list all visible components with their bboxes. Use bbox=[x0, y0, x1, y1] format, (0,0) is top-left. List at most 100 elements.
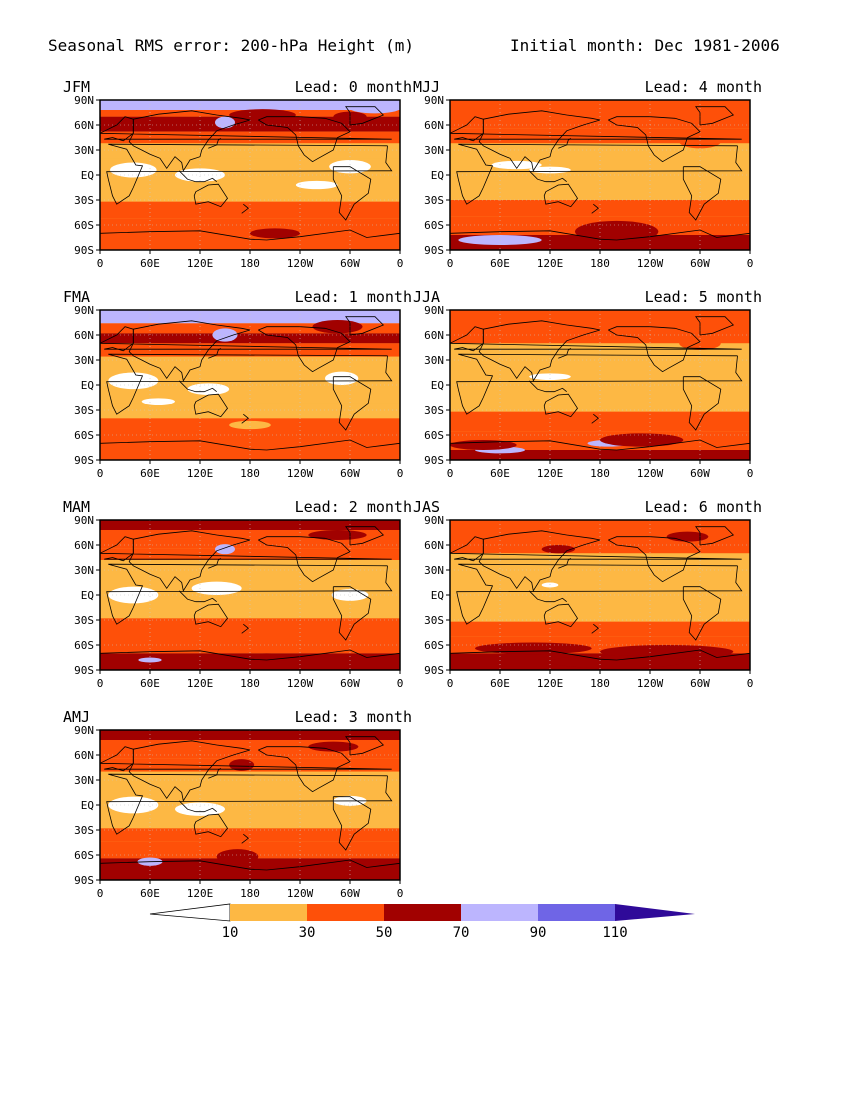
coastline bbox=[591, 623, 599, 634]
y-tick-label: EQ bbox=[81, 169, 94, 182]
coastline bbox=[478, 530, 601, 592]
coastline bbox=[128, 530, 251, 592]
coastline bbox=[528, 170, 567, 183]
y-tick-label: EQ bbox=[431, 589, 444, 602]
coastline bbox=[193, 603, 228, 628]
x-tick-label: 120E bbox=[537, 257, 564, 270]
coastline bbox=[241, 413, 249, 424]
coastline bbox=[682, 166, 722, 221]
x-tick-label: 60W bbox=[690, 467, 710, 480]
coastline bbox=[528, 590, 567, 603]
coastline bbox=[591, 203, 599, 214]
y-tick-label: 60S bbox=[74, 219, 94, 232]
rms-contour-region bbox=[108, 586, 159, 604]
y-tick-label: 90N bbox=[74, 724, 94, 737]
coastline bbox=[695, 316, 735, 336]
rms-band bbox=[450, 621, 750, 637]
colorbar-tick-label: 70 bbox=[453, 925, 470, 941]
rms-contour-region bbox=[108, 372, 159, 390]
y-tick-label: 60N bbox=[74, 329, 94, 342]
rms-contour-region bbox=[215, 116, 235, 129]
rms-band bbox=[100, 201, 400, 219]
coastline bbox=[682, 586, 722, 641]
colorbar-segment bbox=[307, 904, 384, 921]
y-tick-label: 60N bbox=[424, 119, 444, 132]
y-tick-label: 90N bbox=[424, 94, 444, 107]
rms-contour-region bbox=[541, 545, 575, 554]
y-tick-label: 60S bbox=[74, 849, 94, 862]
rms-contour-region bbox=[575, 220, 659, 243]
colorbar: 10 30 50 70 90 110 bbox=[149, 903, 695, 941]
colorbar-segment bbox=[538, 904, 615, 921]
y-tick-label: 30N bbox=[74, 144, 94, 157]
coastline bbox=[106, 773, 393, 835]
panel-lead-label: Lead: 5 month bbox=[644, 288, 762, 306]
panel-mam: MAM Lead: 2 month 90N 60N 30N EQ 30S 60S 90S 0 6… bbox=[60, 498, 420, 710]
coastline bbox=[558, 557, 572, 569]
coastline bbox=[128, 320, 251, 382]
y-tick-label: 90S bbox=[424, 244, 444, 257]
rms-contour-region bbox=[250, 228, 300, 239]
coastline bbox=[258, 116, 351, 163]
x-tick-label: 120E bbox=[187, 677, 214, 690]
y-tick-label: 60S bbox=[424, 219, 444, 232]
coastline bbox=[543, 183, 578, 208]
y-tick-label: EQ bbox=[431, 169, 444, 182]
coastline bbox=[106, 353, 393, 415]
y-tick-label: 30N bbox=[424, 144, 444, 157]
coastline bbox=[608, 536, 701, 583]
y-tick-label: 90N bbox=[424, 514, 444, 527]
y-tick-label: 90S bbox=[74, 454, 94, 467]
coastline bbox=[178, 800, 217, 813]
x-tick-label: 60E bbox=[140, 887, 160, 900]
coastline bbox=[106, 143, 393, 205]
y-tick-label: 30N bbox=[74, 564, 94, 577]
rms-contour-region bbox=[308, 741, 359, 752]
x-tick-label: 120W bbox=[637, 467, 664, 480]
rms-band bbox=[100, 190, 400, 202]
coastline bbox=[450, 229, 750, 241]
rms-band bbox=[450, 343, 750, 412]
panel-jfm: JFM Lead: 0 month 90N 60N 30N EQ 30S 60S 90S 0 6… bbox=[60, 78, 420, 290]
x-tick-label: 180 bbox=[240, 887, 260, 900]
coastline bbox=[193, 813, 228, 838]
rms-contour-region bbox=[191, 581, 242, 595]
y-tick-label: 30S bbox=[74, 404, 94, 417]
coastline bbox=[193, 393, 228, 418]
rms-contour-region bbox=[308, 530, 367, 540]
rms-contour-region bbox=[491, 160, 542, 170]
x-tick-label: 60E bbox=[140, 257, 160, 270]
rms-contour-region bbox=[110, 162, 157, 178]
panel-jas: JAS Lead: 6 month 90N 60N 30N EQ 30S 60S 90S 0 6… bbox=[410, 498, 770, 710]
colorbar-segment bbox=[384, 904, 461, 921]
y-tick-label: 30S bbox=[74, 194, 94, 207]
panel-lead-label: Lead: 2 month bbox=[294, 498, 412, 516]
y-tick-label: 30S bbox=[74, 614, 94, 627]
rms-field bbox=[100, 100, 400, 250]
rms-band bbox=[100, 618, 400, 635]
y-tick-label: 60N bbox=[424, 329, 444, 342]
initial-month-label: Initial month: Dec 1981-2006 bbox=[510, 36, 780, 55]
y-tick-label: 30N bbox=[424, 564, 444, 577]
coastline bbox=[558, 137, 572, 149]
rms-contour-region bbox=[141, 398, 175, 405]
x-tick-label: 0 bbox=[447, 467, 454, 480]
coastline bbox=[450, 649, 750, 661]
x-tick-label: 60W bbox=[340, 467, 360, 480]
panel-season-label: AMJ bbox=[63, 708, 91, 726]
coastline bbox=[456, 563, 743, 625]
y-tick-label: 60N bbox=[74, 119, 94, 132]
colorbar-segment bbox=[230, 904, 307, 921]
rms-contour-region bbox=[295, 180, 338, 190]
panel-lead-label: Lead: 1 month bbox=[294, 288, 412, 306]
rms-field bbox=[100, 310, 400, 460]
rms-band bbox=[450, 411, 750, 432]
rms-band bbox=[450, 553, 750, 622]
panel-amj: AMJ Lead: 3 month 90N 60N 30N EQ 30S 60S 90S 0 6… bbox=[60, 708, 420, 920]
y-tick-label: 90N bbox=[74, 514, 94, 527]
y-tick-label: 90S bbox=[74, 664, 94, 677]
coastline bbox=[100, 439, 400, 451]
